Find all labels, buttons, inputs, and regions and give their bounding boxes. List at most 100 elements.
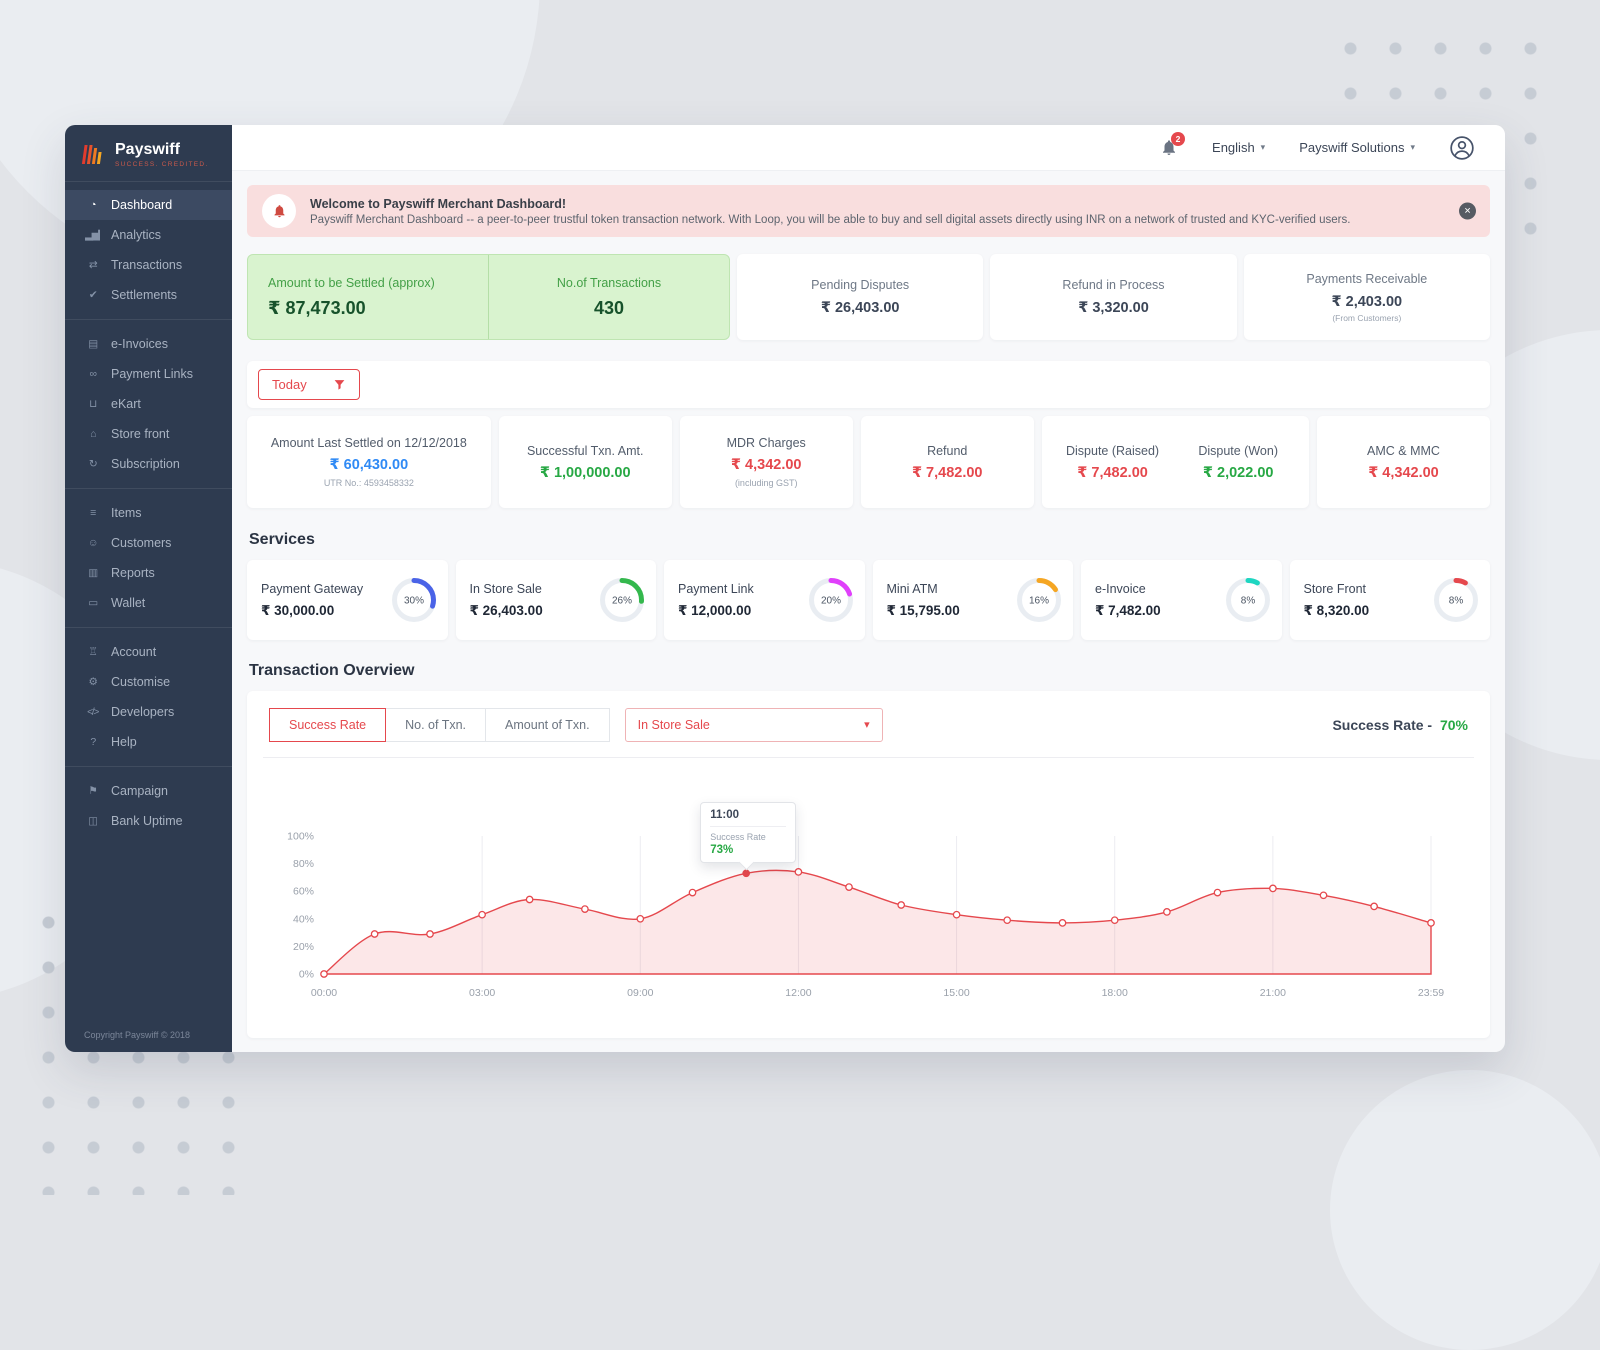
subscription-icon: ↻ [88,458,98,470]
tooltip-value: 73% [710,844,734,857]
campaign-icon: ⚑ [88,785,98,797]
chart-point[interactable] [845,883,853,891]
chart-point[interactable] [952,910,961,919]
help-icon: ? [90,736,96,748]
sidebar-item-campaign[interactable]: ⚑ Campaign [65,776,232,806]
stat-value: ₹ 2,022.00 [1202,464,1274,481]
service-donut: 20% [808,578,853,622]
banner-title: Welcome to Payswiff Merchant Dashboard! [310,196,567,211]
sidebar-item-subscription[interactable]: ↻ Subscription [65,449,232,479]
stat-label: Dispute (Won) [1198,443,1278,458]
chevron-down-icon: ▾ [864,718,870,731]
summary-card-label: Payments Receivable [1306,271,1428,286]
sidebar-item-customers[interactable]: ☺ Customers [65,528,232,558]
sidebar-item-developers[interactable]: </> Developers [65,697,232,727]
dashboard-content: Welcome to Payswiff Merchant Dashboard! … [232,171,1505,1052]
chart-point[interactable] [897,901,906,909]
chart-point[interactable] [1319,891,1328,900]
banner-close-button[interactable]: ✕ [1459,202,1476,220]
chart-point[interactable] [742,869,751,878]
svg-text:80%: 80% [293,858,314,870]
service-select-dropdown[interactable]: In Store Sale ▾ [624,708,883,742]
sidebar-item-account[interactable]: ♖ Account [65,637,232,667]
sidebar-item-customise[interactable]: ⚙ Customise [65,667,232,697]
sidebar-item-dashboard[interactable]: ◔ Dashboard [65,190,232,220]
service-select-value: In Store Sale [637,718,710,732]
tab-success-rate[interactable]: Success Rate [269,708,387,742]
sidebar-divider [65,319,232,320]
tab-no-of-txn[interactable]: No. of Txn. [385,708,487,742]
sidebar-item-transactions[interactable]: ⇄ Transactions [65,250,232,280]
chart-point[interactable] [1427,919,1435,927]
service-card: Store Front ₹ 8,320.00 8% [1289,560,1490,640]
sidebar-item-reports[interactable]: ▥ Reports [65,558,232,588]
chart-point[interactable] [794,868,803,876]
service-info: Store Front ₹ 8,320.00 [1304,582,1370,619]
transaction-chart[interactable]: 00:00 03:00 09:00 12:00 15:00 18:00 21:00 23:59… [269,802,1449,1014]
stat-label: Successful Txn. Amt. [526,443,644,458]
sidebar: Payswiff SUCCESS. CREDITED. ◔ Dashboard ▂▅… [65,125,232,1052]
chart-point[interactable] [525,895,534,904]
stat-card-disputes: Dispute (Raised) ₹ 7,482.00 Dispute (Won) ₹… [1041,416,1309,508]
organization-dropdown[interactable]: Payswiff Solutions ▾ [1299,140,1415,155]
sidebar-item-settlements[interactable]: ✔ Settlements [65,280,232,310]
date-filter-button[interactable]: Today [258,369,360,400]
chart-point[interactable] [1110,916,1119,925]
svg-text:16%: 16% [1029,596,1049,607]
service-card: e-Invoice ₹ 7,482.00 8% [1081,560,1282,640]
svg-text:21:00: 21:00 [1260,987,1286,999]
sidebar-item-wallet[interactable]: ▭ Wallet [65,588,232,618]
chart-point[interactable] [581,905,589,913]
service-label: Mini ATM [886,581,938,596]
chart-point[interactable] [1003,916,1012,925]
chart-point[interactable] [1163,908,1171,916]
sidebar-item-help[interactable]: ? Help [65,727,232,757]
chevron-down-icon: ▾ [1410,142,1415,152]
stat-label: Amount Last Settled on 12/12/2018 [270,436,467,450]
svg-text:15:00: 15:00 [943,987,969,999]
stat-value: ₹ 1,00,000.00 [539,464,631,481]
language-dropdown[interactable]: English ▾ [1212,140,1265,155]
chart-point[interactable] [1269,884,1277,893]
overview-tabs: Success Rate No. of Txn. Amount of Txn. [269,708,610,742]
welcome-banner: Welcome to Payswiff Merchant Dashboard! … [247,185,1490,237]
chart-point[interactable] [370,930,379,938]
service-value: ₹ 26,403.00 [469,602,543,618]
settlements-icon: ✔ [88,289,98,301]
service-label: Store Front [1303,581,1367,596]
settled-amount-label: Amount to be Settled (approx) [268,275,435,290]
payment-links-icon: ∞ [89,368,98,380]
svg-text:12:00: 12:00 [785,987,811,999]
notifications-button[interactable]: 2 [1160,132,1186,157]
sidebar-item-analytics[interactable]: ▂▅▇ Analytics [65,220,232,250]
service-value: ₹ 15,795.00 [886,602,960,618]
brand-logo[interactable]: Payswiff SUCCESS. CREDITED. [65,125,232,181]
sidebar-item-bank-uptime[interactable]: ◫ Bank Uptime [65,806,232,836]
tab-amount-of-txn[interactable]: Amount of Txn. [485,708,610,742]
chart-point[interactable] [1370,902,1378,911]
items-icon: ≡ [90,507,96,519]
sidebar-item-e-invoices[interactable]: ▤ e-Invoices [65,329,232,359]
service-donut: 16% [1017,578,1061,622]
sidebar-item-store-front[interactable]: ⌂ Store front [65,419,232,449]
chart-point[interactable] [320,970,328,978]
chart-point[interactable] [426,930,434,938]
sidebar-divider [65,627,232,628]
language-label: English [1212,140,1255,155]
service-value: ₹ 7,482.00 [1095,602,1161,618]
sidebar-item-items[interactable]: ≡ Items [65,498,232,528]
sidebar-item-ekart[interactable]: ⊔ eKart [65,389,232,419]
sidebar-item-payment-links[interactable]: ∞ Payment Links [65,359,232,389]
chart-point[interactable] [1058,919,1067,927]
reports-icon: ▥ [88,567,98,579]
sidebar-item-label: Settlements [111,288,178,302]
customise-icon: ⚙ [88,676,98,688]
service-value: ₹ 12,000.00 [678,602,752,618]
chart-point[interactable] [688,888,697,897]
chart-point[interactable] [636,914,645,923]
summary-card-value: ₹ 3,320.00 [1078,300,1149,316]
chart-point[interactable] [478,910,486,919]
chart-point[interactable] [1213,888,1222,897]
service-card: Payment Gateway ₹ 30,000.00 30% [247,560,448,640]
avatar[interactable] [1449,135,1475,161]
